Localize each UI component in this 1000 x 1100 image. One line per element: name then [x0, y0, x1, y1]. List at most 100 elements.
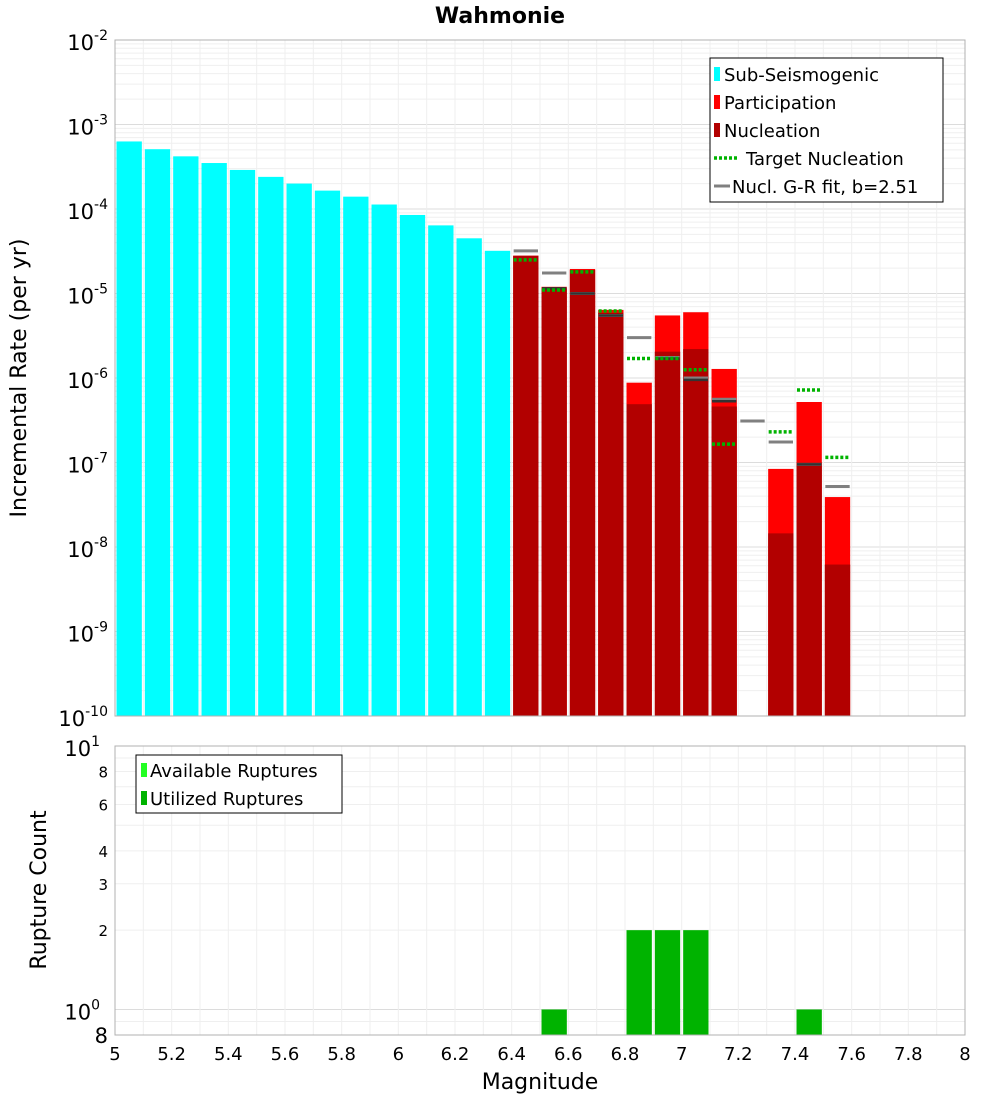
nucleation-bar [598, 312, 624, 716]
tick-exponent: -8 [94, 535, 108, 551]
rate-plot-frame [114, 39, 966, 717]
legend-label: Sub-Seismogenic [724, 65, 879, 86]
rate-y-tick-label: 10-4 [67, 197, 108, 224]
count-y-minor-tick-label: 6 [98, 796, 108, 814]
rate-bars [116, 141, 851, 717]
legend-swatch [141, 791, 147, 805]
tick-base: 10 [67, 200, 94, 224]
utilized-ruptures-bar [541, 1009, 567, 1035]
count-y-minor-tick-label: 4 [98, 843, 108, 861]
sub-seismogenic-bar [144, 149, 171, 716]
legend-label: Target Nucleation [745, 149, 904, 170]
x-tick-label: 6.6 [554, 1044, 583, 1065]
sub-seismogenic-bar [116, 141, 142, 717]
nucleation-bar [513, 255, 539, 716]
sub-seismogenic-bar [173, 156, 199, 716]
nucleation-bar [626, 404, 652, 716]
nucleation-bar [768, 533, 794, 716]
nucleation-bar [569, 269, 596, 716]
legend-label: Participation [724, 93, 836, 114]
count-bars [541, 930, 822, 1035]
rate-y-tick-label: 10-10 [58, 704, 108, 731]
legend-label: Nucleation [724, 121, 820, 142]
count-y-minor-tick-label: 3 [98, 876, 108, 894]
sub-seismogenic-bar [484, 250, 511, 716]
tick-base: 10 [67, 538, 94, 562]
legend-swatch [714, 67, 720, 81]
chart-title: Wahmonie [435, 4, 565, 29]
count-y-tick-label: 101 [64, 734, 100, 761]
count-plot-frame [114, 745, 966, 1036]
x-axis-label: Magnitude [482, 1070, 599, 1095]
x-tick-label: 5 [109, 1044, 120, 1065]
rate-y-tick-label: 10-8 [67, 535, 108, 562]
sub-seismogenic-bar [286, 183, 312, 716]
tick-base: 10 [67, 31, 94, 55]
rate-y-tick-label: 10-5 [67, 282, 108, 309]
count-y-minor-tick-label: 8 [95, 1024, 108, 1048]
count-legend-box [135, 754, 343, 814]
legend-label: Nucl. G-R fit, b=2.51 [732, 177, 918, 198]
x-tick-label: 5.4 [214, 1044, 243, 1065]
utilized-ruptures-bar [683, 930, 709, 1035]
sub-seismogenic-bar [201, 163, 227, 716]
tick-exponent: -2 [94, 28, 108, 44]
nucleation-bar [711, 406, 737, 716]
sub-seismogenic-bar [371, 204, 397, 716]
rate-y-tick-label: 10-2 [67, 28, 108, 55]
x-tick-label: 5.2 [157, 1044, 186, 1065]
tick-exponent: -5 [94, 282, 108, 298]
legend-swatch [141, 763, 147, 777]
nucleation-bar [824, 564, 851, 716]
count-y-minor-tick-label: 2 [98, 922, 108, 940]
x-tick-label: 7 [676, 1044, 687, 1065]
legend-swatch [714, 123, 720, 137]
x-tick-label: 6 [393, 1044, 404, 1065]
rate-panel: 10-210-310-410-510-610-710-810-910-10 In… [7, 28, 966, 731]
rate-y-tick-label: 10-7 [67, 451, 108, 478]
count-y-minor-tick-label: 8 [98, 764, 108, 782]
x-tick-label: 6.8 [611, 1044, 640, 1065]
sub-seismogenic-bar [229, 169, 256, 716]
nucleation-bar [683, 349, 709, 716]
nucleation-bar [541, 288, 567, 716]
tick-base: 10 [67, 369, 94, 393]
nucleation-bar [654, 351, 681, 716]
rate-legend-box [709, 57, 944, 203]
utilized-ruptures-bar [654, 930, 681, 1035]
tick-exponent: -7 [94, 451, 108, 467]
tick-exponent: 1 [91, 734, 100, 750]
sub-seismogenic-bar [456, 238, 482, 717]
x-tick-label: 7.4 [781, 1044, 810, 1065]
x-tick-label: 7.8 [894, 1044, 923, 1065]
tick-base: 10 [67, 623, 94, 647]
sub-seismogenic-bar [343, 196, 369, 717]
x-tick-label: 8 [959, 1044, 970, 1065]
sub-seismogenic-bar [399, 214, 426, 716]
tick-exponent: -3 [94, 113, 108, 129]
tick-exponent: -4 [94, 197, 108, 213]
rate-markers [513, 249, 850, 488]
rate-y-tick-label: 10-9 [67, 620, 108, 647]
x-tick-label: 7.2 [724, 1044, 753, 1065]
tick-base: 10 [67, 116, 94, 140]
tick-exponent: 0 [91, 997, 100, 1013]
tick-base: 10 [67, 285, 94, 309]
nucleation-bar [796, 462, 822, 716]
utilized-ruptures-bar [796, 1009, 822, 1035]
tick-exponent: -6 [94, 366, 108, 382]
x-tick-label: 6.4 [497, 1044, 526, 1065]
rate-y-axis-label: Incremental Rate (per yr) [7, 239, 32, 518]
legend-swatch [714, 95, 720, 109]
tick-base: 10 [58, 707, 85, 731]
x-tick-label: 5.8 [327, 1044, 356, 1065]
x-tick-label: 5.6 [271, 1044, 300, 1065]
count-y-tick-label: 100 [64, 997, 100, 1024]
count-legend: Available Ruptures Utilized Ruptures [135, 754, 343, 814]
tick-exponent: -10 [85, 704, 108, 720]
x-ticks: 5 5.2 5.4 5.6 5.8 6 6.2 6.4 6.6 6.8 7 7.2 7.4 7.6 7.8 8 [109, 1044, 970, 1065]
rate-y-ticks: 10-210-310-410-510-610-710-810-910-10 [58, 28, 108, 731]
